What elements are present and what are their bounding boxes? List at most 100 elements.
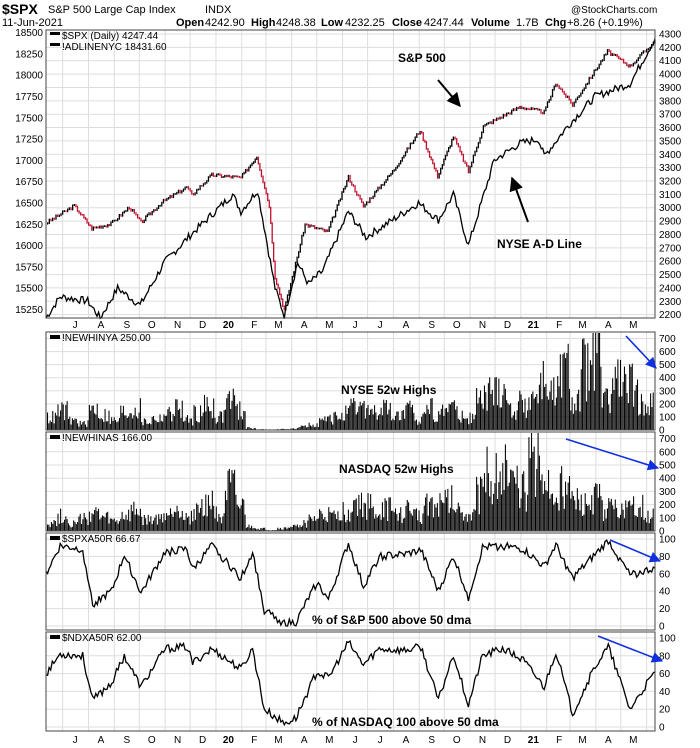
volume-bar bbox=[514, 477, 516, 531]
volume-bar bbox=[281, 529, 283, 531]
volume-bar bbox=[255, 428, 257, 430]
x-tick-label-bottom: O bbox=[148, 735, 156, 746]
volume-bar bbox=[473, 419, 475, 430]
index-name: S&P 500 Large Cap Index bbox=[48, 4, 176, 16]
volume-bar bbox=[105, 512, 107, 531]
legend-spx: $SPX (Daily) 4247.44 bbox=[62, 31, 159, 42]
volume-bar bbox=[566, 494, 568, 531]
volume-bar bbox=[277, 527, 279, 531]
legend-ndxa50r: $NDXA50R 62.00 bbox=[62, 633, 142, 644]
volume-bar bbox=[606, 388, 608, 430]
volume-bar bbox=[363, 502, 365, 531]
volume-bar bbox=[316, 519, 318, 531]
y-tick-label-right: 4000 bbox=[659, 70, 682, 81]
volume-bar bbox=[281, 428, 283, 430]
volume-bar bbox=[385, 400, 387, 430]
volume-bar bbox=[614, 499, 616, 531]
volume-bar bbox=[49, 527, 51, 531]
volume-bar bbox=[597, 497, 599, 531]
volume-bar bbox=[124, 415, 126, 430]
volume-bar bbox=[172, 516, 174, 531]
close-label: Close bbox=[392, 17, 422, 29]
volume-bar bbox=[345, 405, 347, 430]
volume-bar bbox=[324, 517, 326, 531]
x-tick-label-top: M bbox=[629, 320, 637, 331]
volume-bar bbox=[265, 529, 267, 531]
volume-bar bbox=[540, 372, 542, 430]
volume-bar bbox=[141, 516, 143, 531]
volume-bar bbox=[77, 522, 79, 531]
volume-bar bbox=[190, 418, 192, 430]
volume-bar bbox=[121, 511, 123, 531]
volume-bar bbox=[524, 398, 526, 430]
volume-bar bbox=[351, 511, 353, 531]
volume-bar bbox=[623, 366, 625, 430]
volume-bar bbox=[90, 521, 92, 531]
volume-bar bbox=[519, 507, 521, 531]
volume-bar bbox=[558, 510, 560, 531]
volume-bar bbox=[75, 524, 77, 531]
volume-bar bbox=[368, 508, 370, 531]
y-tick-label-right: 2700 bbox=[659, 243, 682, 254]
volume-bar bbox=[477, 403, 479, 430]
volume-bar bbox=[112, 519, 114, 531]
volume-bar bbox=[295, 526, 297, 531]
volume-bar bbox=[398, 420, 400, 430]
volume-bar bbox=[374, 518, 376, 531]
x-tick-label-top: N bbox=[479, 320, 486, 331]
y-tick-label-right: 600 bbox=[659, 447, 676, 458]
y-tick-label-right: 500 bbox=[659, 360, 676, 371]
volume-bar bbox=[532, 391, 534, 430]
volume-bar bbox=[483, 473, 485, 531]
volume-bar bbox=[134, 514, 136, 531]
volume-bar bbox=[94, 413, 96, 430]
volume-bar bbox=[113, 417, 115, 430]
volume-bar bbox=[596, 353, 598, 430]
volume-bar bbox=[459, 506, 461, 531]
volume-bar bbox=[325, 520, 327, 531]
legend-nasdaq_highs: !NEWHINAS 166.00 bbox=[62, 433, 152, 444]
volume-bar bbox=[308, 514, 310, 531]
x-tick-label-bottom: A bbox=[403, 735, 410, 746]
volume-bar bbox=[241, 419, 243, 430]
volume-bar bbox=[436, 503, 438, 531]
volume-bar bbox=[298, 527, 300, 531]
volume-bar bbox=[150, 516, 152, 531]
volume-bar bbox=[587, 505, 589, 531]
volume-bar bbox=[49, 420, 51, 430]
volume-bar bbox=[644, 517, 646, 531]
date-label: 11-Jun-2021 bbox=[2, 17, 63, 29]
volume-bar bbox=[448, 403, 450, 430]
volume-bar bbox=[185, 417, 187, 430]
volume-bar bbox=[181, 510, 183, 531]
volume-bar bbox=[431, 497, 433, 531]
volume-bar bbox=[223, 410, 225, 430]
volume-bar bbox=[90, 410, 92, 430]
volume-bar bbox=[372, 506, 374, 531]
volume-bar bbox=[572, 495, 574, 531]
volume-bar bbox=[593, 486, 595, 531]
volume-bar bbox=[290, 526, 292, 531]
volume-bar bbox=[474, 414, 476, 430]
volume-bar bbox=[125, 514, 127, 531]
volume-bar bbox=[366, 519, 368, 531]
volume-bar bbox=[69, 416, 71, 430]
low-value: 4232.25 bbox=[345, 17, 385, 29]
volume-bar bbox=[201, 416, 203, 430]
volume-bar bbox=[419, 423, 421, 430]
volume-bar bbox=[443, 415, 445, 430]
volume-bar bbox=[570, 410, 572, 430]
volume-bar bbox=[406, 402, 408, 430]
volume-bar bbox=[143, 418, 145, 430]
volume-bar bbox=[380, 407, 382, 430]
volume-bar bbox=[606, 508, 608, 531]
x-tick-label-top: A bbox=[605, 320, 612, 331]
volume-bar bbox=[486, 446, 488, 531]
volume-bar bbox=[291, 428, 293, 430]
volume-bar bbox=[584, 344, 586, 430]
volume-bar bbox=[401, 522, 403, 531]
volume-bar bbox=[253, 528, 255, 531]
trend-arrow-spxa50r bbox=[609, 539, 662, 563]
volume-bar bbox=[618, 518, 620, 531]
volume-bar bbox=[444, 489, 446, 531]
